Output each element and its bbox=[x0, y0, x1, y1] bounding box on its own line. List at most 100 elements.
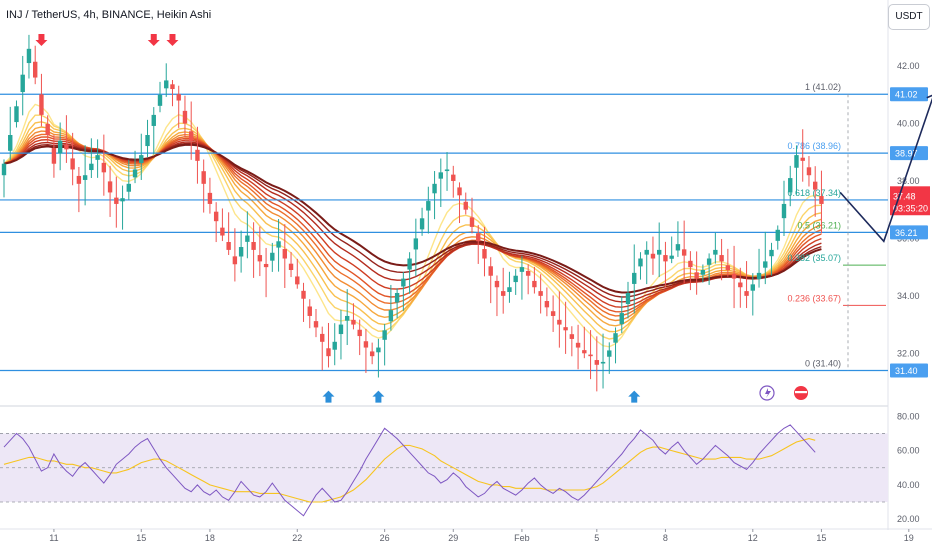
price-tick-label: 32.00 bbox=[897, 348, 920, 358]
candle-body bbox=[619, 313, 624, 325]
sell-arrow-marker bbox=[166, 33, 179, 46]
candle-body bbox=[232, 256, 238, 265]
candle-body bbox=[451, 174, 456, 181]
candle-body bbox=[476, 233, 481, 242]
candle-body bbox=[388, 310, 394, 322]
buy-arrow-marker bbox=[372, 390, 385, 403]
rsi-tick-label: 80.00 bbox=[897, 411, 920, 421]
ema-ribbon bbox=[3, 103, 822, 348]
candle-body bbox=[145, 135, 150, 147]
candle-body bbox=[788, 178, 793, 193]
candle-body bbox=[276, 241, 281, 248]
candle-body bbox=[588, 354, 593, 357]
candle-body bbox=[189, 131, 194, 141]
candles bbox=[1, 34, 824, 392]
candle-body bbox=[813, 181, 818, 190]
candle-body bbox=[800, 157, 805, 161]
candle-body bbox=[401, 278, 406, 287]
level-price-tag bbox=[890, 146, 928, 161]
candle-body bbox=[33, 61, 38, 78]
candle-body bbox=[569, 334, 575, 339]
candle-body bbox=[282, 249, 287, 259]
candle-body bbox=[151, 114, 156, 126]
candle-body bbox=[550, 311, 556, 316]
candle-body bbox=[39, 94, 44, 115]
candle-body bbox=[432, 183, 437, 194]
ema-ribbon-line bbox=[3, 126, 822, 327]
candle-body bbox=[120, 198, 125, 202]
candle-body bbox=[394, 292, 400, 303]
candle-body bbox=[525, 271, 531, 276]
projection-path bbox=[839, 97, 932, 243]
candle-body bbox=[413, 238, 419, 250]
current-price-tag-label: 37.48 bbox=[893, 191, 916, 201]
candle-body bbox=[806, 167, 812, 176]
candle-body bbox=[463, 201, 468, 210]
candle-body bbox=[644, 249, 649, 255]
candle-body bbox=[95, 155, 100, 160]
candle-body bbox=[139, 155, 144, 164]
level-price-tag-label: 41.02 bbox=[895, 90, 918, 100]
candle-body bbox=[270, 252, 275, 261]
candle-body bbox=[769, 249, 774, 257]
fib-level-label: 1 (41.02) bbox=[805, 82, 841, 92]
rsi-line bbox=[3, 424, 816, 517]
candle-body bbox=[245, 235, 250, 242]
time-tick-label: 18 bbox=[205, 533, 215, 543]
level-price-tag-label: 38.97 bbox=[895, 149, 918, 159]
rsi-tick-label: 20.00 bbox=[897, 514, 920, 524]
candle-body bbox=[675, 244, 681, 251]
chart-title: INJ / TetherUS, 4h, BINANCE, Heikin Ashi bbox=[6, 9, 212, 21]
candle-body bbox=[731, 273, 737, 279]
rsi-tick-label: 40.00 bbox=[897, 480, 920, 490]
candle-body bbox=[51, 147, 57, 164]
candle-body bbox=[794, 155, 799, 168]
candle-body bbox=[563, 327, 568, 331]
candle-body bbox=[407, 258, 412, 270]
candle-body bbox=[326, 348, 331, 357]
fib-level-label: 0.618 (37.34) bbox=[787, 188, 841, 198]
candle-body bbox=[107, 181, 113, 193]
rsi-tick-label: 60.00 bbox=[897, 446, 920, 456]
candle-body bbox=[725, 265, 731, 270]
price-tick-label: 38.00 bbox=[897, 176, 920, 186]
candle-body bbox=[157, 94, 163, 106]
candle-body bbox=[307, 306, 312, 316]
candle-body bbox=[600, 361, 606, 364]
candle-body bbox=[513, 275, 518, 283]
candle-body bbox=[170, 84, 175, 90]
fib-level-label: 0.236 (33.67) bbox=[787, 293, 841, 303]
candle-body bbox=[557, 319, 562, 325]
candle-body bbox=[750, 284, 755, 291]
candle-body bbox=[195, 149, 200, 161]
candle-body bbox=[76, 175, 82, 184]
candle-body bbox=[426, 201, 431, 211]
candle-body bbox=[238, 247, 244, 257]
candle-body bbox=[26, 48, 32, 64]
candle-body bbox=[164, 80, 169, 89]
candle-body bbox=[744, 291, 749, 296]
candle-body bbox=[257, 255, 263, 262]
projection-arrowhead bbox=[926, 94, 932, 99]
candle-body bbox=[519, 267, 525, 272]
candle-body bbox=[70, 158, 75, 170]
candle-body bbox=[632, 272, 637, 284]
candle-body bbox=[357, 329, 362, 337]
candle-body bbox=[263, 263, 269, 268]
buy-arrow-marker bbox=[322, 390, 335, 403]
candle-body bbox=[575, 342, 581, 348]
candle-body bbox=[657, 249, 662, 255]
candle-body bbox=[713, 249, 718, 255]
price-tick-label: 40.00 bbox=[897, 119, 920, 129]
candle-body bbox=[64, 144, 69, 150]
rsi-ma-line bbox=[3, 438, 816, 503]
candle-body bbox=[82, 175, 88, 180]
time-tick-label: 19 bbox=[904, 533, 914, 543]
current-price-tag-label: 03:35:20 bbox=[893, 204, 928, 214]
candle-body bbox=[45, 123, 50, 135]
currency-button[interactable]: USDT bbox=[888, 4, 930, 30]
candle-body bbox=[14, 106, 19, 123]
fib-level-label: 0.382 (35.07) bbox=[787, 253, 841, 263]
